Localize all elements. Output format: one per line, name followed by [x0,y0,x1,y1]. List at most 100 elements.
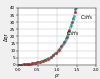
$CH_4$ [48,58,49,59]
$C_3H_8$ [74,11,75,12]
$CO_2$ [25,64,26,65]
$N_2$ [37,62,38,63]
Text: $C_3H_8$: $C_3H_8$ [66,30,79,38]
$CO_2$ [23,64,24,65]
$CO_2$ [18,64,19,65]
$CO_2$ [66,37,67,38]
$CO$ [26,64,27,65]
$CH_4$ [70,26,71,27]
$C_2H_6$ [62,44,63,45]
$C_2H_6$ [68,30,70,31]
$C_2H_6$ [50,56,51,57]
$CH_4$ [18,64,19,65]
$CO$ [18,64,19,65]
$CH_4$ [33,63,34,64]
$CH_4$ [26,64,27,65]
$C_3H_8$ [29,63,30,64]
$CO_2$ [40,61,41,62]
$N_2$ [26,64,27,65]
$C_2H_6$ [23,64,24,65]
$C_2H_6$ [25,64,26,65]
$C_2H_6$ [48,58,49,59]
$N_2$ [71,21,73,22]
$C_3H_8$ [46,59,47,60]
$CO$ [66,36,67,37]
$CO_2$ [30,63,31,64]
$C_3H_8$ [33,63,34,64]
$CH_4$ [72,18,74,19]
$CH_4$ [21,64,22,65]
$C_2H_6$ [32,63,33,64]
$CO_2$ [54,54,55,55]
$N_2$ [69,29,70,30]
$C_2H_6$ [52,55,54,56]
$CO_2$ [49,57,50,58]
Line: $CO$: $CO$ [18,11,75,65]
$N_2$ [50,56,51,57]
$CO_2$ [58,49,60,50]
$N_2$ [66,36,67,37]
$CO_2$ [35,62,36,63]
$C_2H_6$ [64,41,65,42]
$C_3H_8$ [59,48,60,49]
Line: $CO_2$: $CO_2$ [18,8,76,65]
$CO_2$ [70,25,72,26]
$CH_4$ [50,56,51,57]
$CO$ [69,29,70,30]
$CO$ [63,41,65,42]
$CH_4$ [75,9,76,10]
$CO$ [34,62,35,63]
Text: $C_2H_6$: $C_2H_6$ [80,13,94,22]
$CO_2$ [63,42,64,43]
$CH_4$ [67,33,69,34]
$C_3H_8$ [38,62,39,63]
$CH_4$ [55,53,56,54]
$N_2$ [53,55,54,56]
$CO_2$ [32,63,34,64]
$CO$ [58,49,59,50]
$N_2$ [40,61,41,62]
$C_3H_8$ [57,51,58,52]
$C_3H_8$ [72,20,73,21]
Line: $C_2H_6$: $C_2H_6$ [18,15,74,65]
$CO$ [32,63,33,64]
$CO$ [40,61,41,62]
$N_2$ [34,62,35,63]
$CH_4$ [35,62,37,63]
$CO$ [24,64,25,65]
$C_2H_6$ [57,51,58,52]
$N_2$ [56,52,57,53]
$C_3H_8$ [63,42,65,43]
$C_2H_6$ [36,62,38,63]
$CH_4$ [38,62,39,63]
$N_2$ [63,41,65,42]
Line: $C_3H_8$: $C_3H_8$ [18,11,75,65]
$CO$ [45,59,46,60]
$CH_4$ [60,47,61,48]
$CO_2$ [75,8,76,9]
$N_2$ [42,60,43,61]
$CO$ [71,21,73,22]
$C_3H_8$ [35,62,37,63]
$CO$ [61,46,62,47]
$CO$ [29,63,30,64]
$CO$ [42,60,43,61]
$N_2$ [58,49,59,50]
$C_2H_6$ [18,64,19,65]
$C_2H_6$ [39,61,40,62]
$C_3H_8$ [55,53,56,54]
$C_3H_8$ [44,60,45,61]
$C_2H_6$ [59,48,60,49]
$C_3H_8$ [22,64,24,65]
Line: $CH_4$: $CH_4$ [18,8,76,65]
$CH_4$ [40,61,42,62]
$C_2H_6$ [41,61,42,62]
$C_3H_8$ [20,64,22,65]
$CO_2$ [44,60,45,61]
$C_2H_6$ [46,59,47,60]
Y-axis label: Δηr: Δηr [4,32,9,41]
$N_2$ [21,64,22,65]
$CH_4$ [28,63,29,64]
$N_2$ [32,63,33,64]
$C_3H_8$ [68,32,69,33]
